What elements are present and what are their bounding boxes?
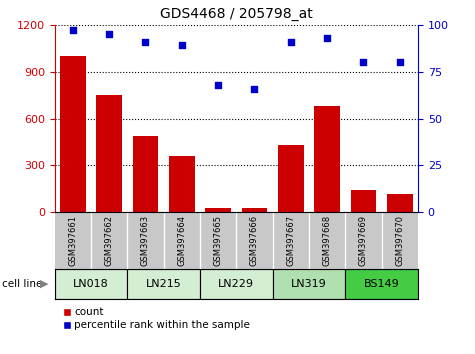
Text: ▶: ▶ xyxy=(40,279,49,289)
Text: GSM397661: GSM397661 xyxy=(68,215,77,266)
Text: GSM397670: GSM397670 xyxy=(395,215,404,266)
Point xyxy=(178,42,186,48)
Text: LN018: LN018 xyxy=(73,279,109,289)
Bar xyxy=(205,208,231,212)
Point xyxy=(323,35,331,41)
Text: LN319: LN319 xyxy=(291,279,327,289)
Text: GSM397668: GSM397668 xyxy=(323,215,332,266)
Bar xyxy=(242,209,267,212)
Text: LN215: LN215 xyxy=(146,279,181,289)
Text: GSM397669: GSM397669 xyxy=(359,215,368,266)
Point xyxy=(251,86,258,91)
Bar xyxy=(169,156,195,212)
Text: GSM397665: GSM397665 xyxy=(214,215,223,266)
Point xyxy=(396,59,404,65)
Point xyxy=(360,59,367,65)
Bar xyxy=(127,269,200,299)
Point xyxy=(105,31,113,37)
Text: LN229: LN229 xyxy=(218,279,254,289)
Bar xyxy=(200,269,273,299)
Point xyxy=(69,28,76,33)
Text: GSM397666: GSM397666 xyxy=(250,215,259,266)
Bar xyxy=(278,145,304,212)
Bar xyxy=(387,194,413,212)
Legend: count, percentile rank within the sample: count, percentile rank within the sample xyxy=(60,303,255,335)
Text: GSM397664: GSM397664 xyxy=(177,215,186,266)
Bar xyxy=(273,269,345,299)
Title: GDS4468 / 205798_at: GDS4468 / 205798_at xyxy=(160,7,313,21)
Text: cell line: cell line xyxy=(2,279,43,289)
Bar xyxy=(133,136,158,212)
Bar xyxy=(55,269,127,299)
Bar xyxy=(345,269,418,299)
Point xyxy=(214,82,222,88)
Bar xyxy=(351,190,376,212)
Point xyxy=(142,39,149,45)
Text: GSM397667: GSM397667 xyxy=(286,215,295,266)
Bar xyxy=(96,95,122,212)
Text: BS149: BS149 xyxy=(364,279,399,289)
Text: GSM397662: GSM397662 xyxy=(104,215,114,266)
Bar xyxy=(60,56,86,212)
Point xyxy=(287,39,294,45)
Text: GSM397663: GSM397663 xyxy=(141,215,150,266)
Bar xyxy=(314,106,340,212)
